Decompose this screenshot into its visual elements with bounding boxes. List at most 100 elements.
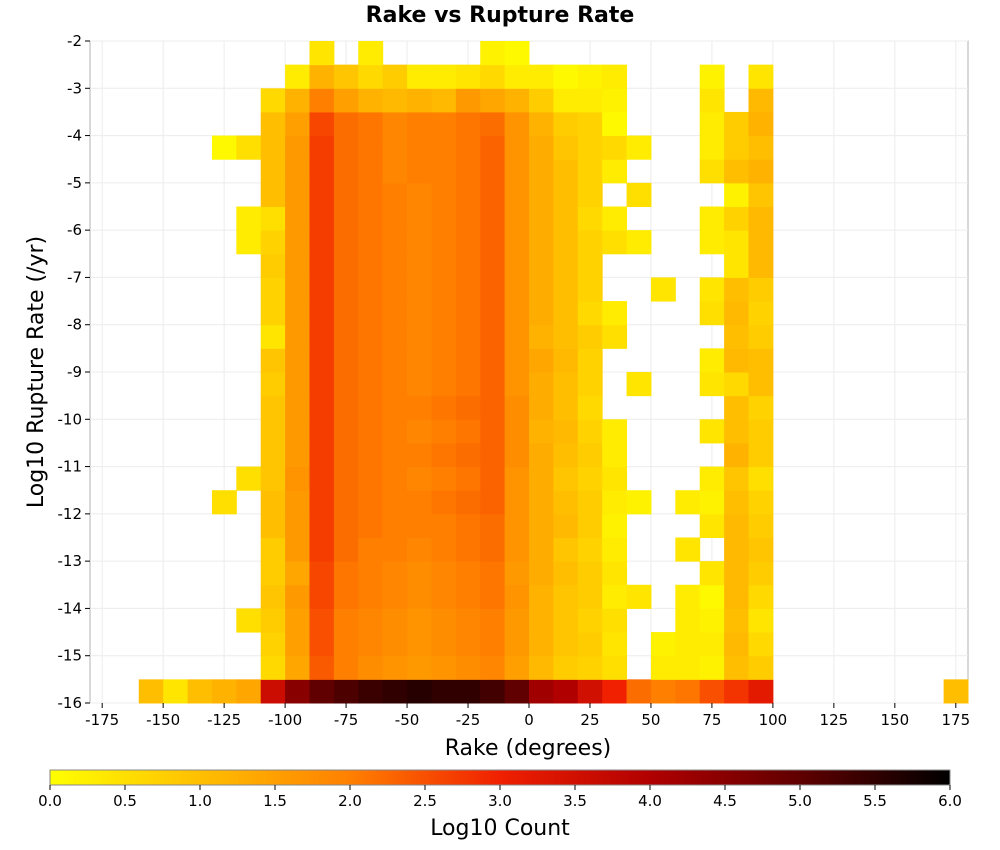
heatmap-cell: [748, 277, 774, 302]
colorbar: [49, 769, 951, 786]
heatmap-cell: [260, 159, 286, 184]
heatmap-cell: [577, 206, 603, 231]
heatmap-cell: [309, 206, 335, 231]
heatmap-cell: [431, 277, 457, 302]
heatmap-cell: [309, 159, 335, 184]
heatmap-cell: [431, 182, 457, 207]
heatmap-cell: [553, 206, 579, 231]
heatmap-cell: [333, 135, 359, 160]
heatmap-cell: [285, 608, 310, 633]
heatmap-cell: [407, 324, 432, 349]
heatmap-cell: [358, 159, 384, 184]
heatmap-cell: [504, 253, 530, 278]
heatmap-cell: [382, 466, 408, 491]
heatmap-cell: [529, 372, 554, 397]
heatmap-cell: [529, 206, 554, 231]
heatmap-cell: [699, 608, 725, 633]
heatmap-cell: [529, 442, 554, 468]
heatmap-cell: [748, 324, 774, 349]
heatmap-cell: [358, 679, 384, 704]
heatmap-cell: [675, 537, 701, 562]
heatmap-cell: [333, 111, 359, 137]
heatmap-cell: [577, 608, 603, 633]
y-tick-label: -4: [67, 127, 82, 145]
heatmap-cell: [529, 466, 554, 491]
heatmap-cell: [260, 88, 286, 113]
heatmap-cell: [504, 135, 530, 160]
heatmap-cell: [431, 324, 457, 349]
heatmap-cell: [577, 277, 603, 302]
heatmap-cell: [382, 182, 408, 207]
heatmap-cell: [699, 419, 725, 444]
heatmap-cell: [699, 111, 725, 137]
heatmap-cell: [724, 395, 749, 420]
heatmap-cell: [285, 88, 310, 113]
heatmap-cell: [724, 679, 749, 704]
heatmap-cell: [748, 395, 774, 420]
heatmap-cell: [748, 584, 774, 609]
heatmap-cell: [382, 679, 408, 704]
y-axis-label: Log10 Rupture Rate (/yr): [24, 236, 49, 508]
colorbar-tick-label: 2.0: [338, 792, 362, 810]
heatmap-cell: [358, 348, 384, 373]
heatmap-cell: [455, 537, 481, 562]
heatmap-cell: [407, 490, 432, 515]
heatmap-cell: [382, 490, 408, 515]
heatmap-cell: [333, 182, 359, 207]
heatmap-cell: [333, 159, 359, 184]
heatmap-cell: [407, 537, 432, 562]
heatmap-cell: [309, 135, 335, 160]
heatmap-cell: [260, 230, 286, 255]
heatmap-cell: [309, 490, 335, 515]
heatmap-cell: [577, 301, 603, 326]
y-tick-label: -16: [58, 694, 83, 712]
heatmap-cell: [285, 277, 310, 302]
heatmap-cell: [309, 419, 335, 444]
heatmap-cell: [529, 230, 554, 255]
heatmap-cell: [358, 632, 384, 657]
heatmap-cell: [577, 88, 603, 113]
heatmap-cell: [602, 159, 628, 184]
heatmap-cell: [480, 64, 506, 89]
colorbar-tick-label: 5.0: [788, 792, 812, 810]
heatmap-cell: [529, 253, 554, 278]
heatmap-cell: [455, 159, 481, 184]
x-tick-label: 125: [820, 711, 849, 729]
heatmap-cell: [333, 442, 359, 468]
heatmap-cell: [455, 277, 481, 302]
x-tick-label: -50: [395, 711, 420, 729]
heatmap-cell: [333, 655, 359, 680]
heatmap-cell: [285, 301, 310, 326]
heatmap-cell: [285, 159, 310, 184]
heatmap-cell: [236, 230, 262, 255]
heatmap-cell: [309, 513, 335, 538]
heatmap-cell: [577, 513, 603, 538]
heatmap-cell: [626, 182, 652, 207]
heatmap-cell: [260, 608, 286, 633]
heatmap-cell: [699, 206, 725, 231]
heatmap-cell: [553, 159, 579, 184]
heatmap-cell: [504, 513, 530, 538]
heatmap-cell: [602, 88, 628, 113]
heatmap-cell: [309, 608, 335, 633]
heatmap-cell: [529, 537, 554, 562]
heatmap-cell: [358, 230, 384, 255]
heatmap-cell: [358, 584, 384, 609]
heatmap-cell: [480, 608, 506, 633]
heatmap-cell: [577, 372, 603, 397]
heatmap-cell: [358, 324, 384, 349]
heatmap-cell: [748, 182, 774, 207]
heatmap-cell: [407, 159, 432, 184]
x-tick-label: -125: [207, 711, 241, 729]
heatmap-cell: [358, 64, 384, 89]
heatmap-cell: [553, 395, 579, 420]
heatmap-cell: [748, 206, 774, 231]
heatmap-cell: [553, 608, 579, 633]
heatmap-cell: [358, 301, 384, 326]
heatmap-cell: [407, 111, 432, 137]
x-axis-label: Rake (degrees): [445, 736, 612, 761]
heatmap-cell: [748, 111, 774, 137]
heatmap-cell: [431, 466, 457, 491]
heatmap-cell: [260, 301, 286, 326]
heatmap-cell: [504, 490, 530, 515]
